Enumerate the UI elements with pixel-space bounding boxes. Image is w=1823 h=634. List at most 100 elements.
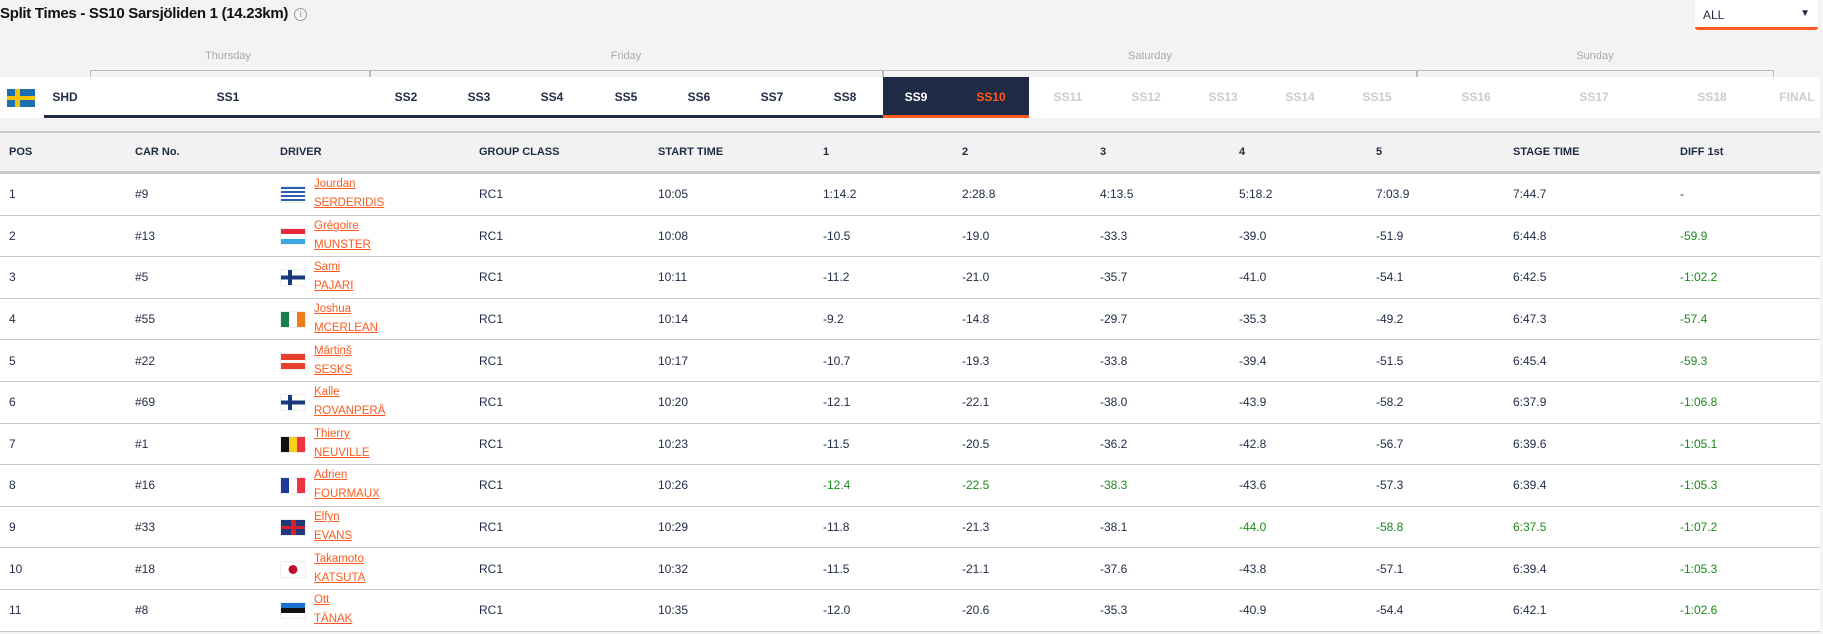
split-time-5: -51.9 [1376, 228, 1404, 243]
driver-last-name-link[interactable]: KATSUTA [314, 571, 366, 584]
driver-last-name-link[interactable]: NEUVILLE [314, 446, 370, 459]
start-time: 10:17 [658, 353, 689, 368]
driver-first-name-link[interactable]: Joshua [314, 303, 352, 316]
group-class: RC1 [479, 436, 504, 451]
diff-first: -59.3 [1680, 353, 1708, 368]
driver-first-name-link[interactable]: Sami [314, 261, 341, 274]
group-class: RC1 [479, 228, 504, 243]
split-time-1: -10.5 [823, 228, 851, 243]
driver-first-name-link[interactable]: Elfyn [314, 511, 340, 524]
active-stage-group [883, 77, 1029, 118]
start-time: 10:23 [658, 436, 689, 451]
country-flag-icon [280, 477, 306, 495]
tab-ss1[interactable]: SS1 [216, 90, 240, 104]
tab-ss4[interactable]: SS4 [540, 90, 564, 104]
tab-ss10[interactable]: SS10 [976, 90, 1006, 104]
tab-ss3[interactable]: SS3 [467, 90, 491, 104]
split-time-4: -43.9 [1239, 395, 1267, 410]
driver-last-name-link[interactable]: MUNSTER [314, 238, 371, 251]
driver-name: Kalle ROVANPERÄ [314, 383, 385, 421]
driver-last-name-link[interactable]: FOURMAUX [314, 488, 380, 501]
driver-last-name-link[interactable]: SERDERIDIS [314, 197, 385, 210]
car-number: #8 [135, 603, 149, 618]
split-time-4: -40.9 [1239, 603, 1267, 618]
tab-ss7[interactable]: SS7 [760, 90, 784, 104]
split-time-1: 1:14.2 [823, 187, 857, 202]
split-time-1: -12.4 [823, 478, 851, 493]
driver-first-name-link[interactable]: Kalle [314, 386, 340, 399]
group-class: RC1 [479, 395, 504, 410]
column-header: GROUP CLASS [479, 146, 560, 158]
diff-first: -57.4 [1680, 312, 1708, 327]
start-time: 10:05 [658, 187, 689, 202]
diff-first: -1:02.2 [1680, 270, 1718, 285]
table-row: 8 #16 Adrien FOURMAUX RC1 10:26 -12.4 -22.5 -38.… [0, 465, 1820, 507]
driver-last-name-link[interactable]: SESKS [314, 363, 353, 376]
table-row: 7 #1 Thierry NEUVILLE RC1 10:23 -11.5 -20.5 -36.… [0, 424, 1820, 466]
tab-ss11: SS11 [1053, 90, 1083, 104]
split-time-4: -44.0 [1239, 520, 1267, 535]
driver-name: Mārtiņš SESKS [314, 342, 352, 380]
driver-first-name-link[interactable]: Ott [314, 594, 330, 607]
group-class: RC1 [479, 312, 504, 327]
driver-last-name-link[interactable]: PAJARI [314, 280, 354, 293]
driver-first-name-link[interactable]: Thierry [314, 427, 350, 440]
tab-ss2[interactable]: SS2 [394, 90, 418, 104]
start-time: 10:26 [658, 478, 689, 493]
tab-ss12: SS12 [1131, 90, 1161, 104]
tab-ss14: SS14 [1285, 90, 1315, 104]
filter-value: ALL [1703, 8, 1725, 22]
driver-last-name-link[interactable]: EVANS [314, 530, 353, 543]
tab-final: FINAL [1779, 90, 1815, 104]
day-label-friday: Friday [610, 50, 642, 62]
car-number: #22 [135, 353, 156, 368]
driver-first-name-link[interactable]: Takamoto [314, 552, 364, 565]
driver-name: Thierry NEUVILLE [314, 425, 370, 463]
tab-ss8[interactable]: SS8 [833, 90, 857, 104]
split-time-1: -9.2 [823, 312, 844, 327]
car-number: #69 [135, 395, 156, 410]
driver-last-name-link[interactable]: TÄNAK [314, 613, 353, 626]
driver-last-name-link[interactable]: MCERLEAN [314, 322, 378, 335]
country-flag-icon [280, 352, 306, 370]
tab-ss5[interactable]: SS5 [614, 90, 638, 104]
split-time-4: -43.6 [1239, 478, 1267, 493]
driver-first-name-link[interactable]: Grégoire [314, 219, 359, 232]
car-number: #55 [135, 312, 156, 327]
group-class: RC1 [479, 270, 504, 285]
driver-name: Takamoto KATSUTA [314, 550, 365, 588]
split-time-4: -39.4 [1239, 353, 1267, 368]
day-label-saturday: Saturday [1127, 50, 1173, 62]
car-number: #1 [135, 436, 149, 451]
split-time-2: -19.3 [962, 353, 990, 368]
split-time-1: -12.0 [823, 603, 851, 618]
tab-ss18: SS18 [1697, 90, 1727, 104]
driver-first-name-link[interactable]: Adrien [314, 469, 348, 482]
start-time: 10:08 [658, 228, 689, 243]
column-header: DIFF 1st [1680, 146, 1724, 158]
country-flag-icon [280, 602, 306, 620]
filter-dropdown[interactable]: ALL ▼ [1695, 0, 1818, 30]
position: 2 [9, 228, 16, 243]
info-icon[interactable]: i [294, 8, 308, 21]
split-time-2: -22.1 [962, 395, 990, 410]
driver-last-name-link[interactable]: ROVANPERÄ [314, 405, 386, 418]
split-time-4: 5:18.2 [1239, 187, 1273, 202]
country-flag-icon [280, 560, 306, 578]
split-time-3: -35.3 [1100, 603, 1128, 618]
driver-name: Adrien FOURMAUX [314, 466, 380, 504]
tab-ss9[interactable]: SS9 [904, 90, 928, 104]
driver-name: Ott TÄNAK [314, 591, 352, 629]
title-text: Split Times - SS10 Sarsjöliden 1 (14.23k… [0, 5, 289, 22]
split-time-3: -35.7 [1100, 270, 1128, 285]
driver-first-name-link[interactable]: Mārtiņš [314, 344, 352, 357]
driver-first-name-link[interactable]: Jourdan [314, 178, 356, 191]
group-class: RC1 [479, 353, 504, 368]
country-flag-icon [280, 435, 306, 453]
split-time-3: -38.0 [1100, 395, 1128, 410]
tab-shd[interactable]: SHD [52, 90, 78, 104]
stage-time: 6:39.6 [1513, 436, 1547, 451]
tab-ss6[interactable]: SS6 [687, 90, 711, 104]
tab-ss15: SS15 [1362, 90, 1392, 104]
table-row: 1 #9 Jourdan SERDERIDIS RC1 10:05 1:14.2 2:28.8… [0, 174, 1820, 216]
